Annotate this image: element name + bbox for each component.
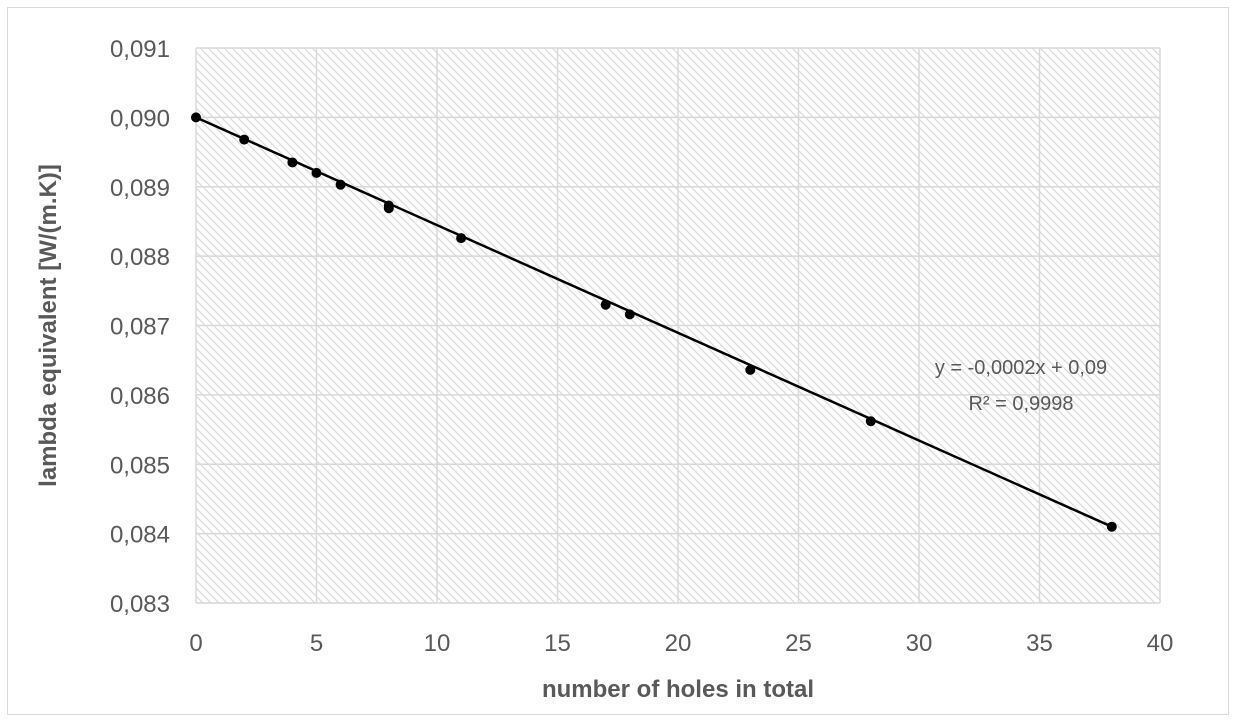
tick-labels: 0,083 0,084 0,085 0,086 0,087 0,088 0,089 0,090… bbox=[110, 36, 1173, 657]
data-point bbox=[191, 112, 201, 123]
trend-line bbox=[195, 116, 1113, 528]
x-axis-title: number of holes in total bbox=[542, 676, 814, 703]
grid-lines bbox=[195, 47, 1161, 604]
trendline-equation: y = -0,0002x + 0,09 bbox=[935, 357, 1107, 379]
y-tick-label: 0,087 bbox=[110, 314, 170, 341]
data-point bbox=[600, 299, 611, 310]
x-tick-label: 20 bbox=[665, 630, 692, 657]
y-tick-label: 0,084 bbox=[110, 522, 170, 549]
x-tick-label: 40 bbox=[1147, 630, 1174, 657]
trendline-r-squared: R² = 0,9998 bbox=[968, 393, 1073, 415]
data-point bbox=[1106, 521, 1117, 532]
y-tick-label: 0,089 bbox=[110, 175, 170, 202]
data-point bbox=[383, 203, 394, 214]
data-points bbox=[191, 112, 1117, 532]
data-point bbox=[287, 157, 298, 168]
y-tick-label: 0,086 bbox=[110, 383, 170, 410]
y-tick-label: 0,085 bbox=[110, 452, 170, 479]
x-tick-label: 30 bbox=[906, 630, 933, 657]
y-tick-label: 0,088 bbox=[110, 244, 170, 271]
x-tick-label: 35 bbox=[1026, 630, 1053, 657]
data-point bbox=[239, 134, 250, 145]
data-point bbox=[865, 416, 876, 427]
x-tick-label: 15 bbox=[544, 630, 571, 657]
y-tick-label: 0,083 bbox=[110, 591, 170, 618]
x-tick-label: 10 bbox=[424, 630, 451, 657]
data-point bbox=[745, 364, 756, 375]
data-point bbox=[456, 233, 467, 244]
x-tick-label: 25 bbox=[785, 630, 812, 657]
data-point bbox=[624, 309, 635, 320]
y-tick-label: 0,091 bbox=[110, 36, 170, 63]
data-point bbox=[335, 179, 346, 190]
y-axis-title: lambda equivalent [W/(m.K)] bbox=[35, 164, 62, 487]
y-tick-label: 0,090 bbox=[110, 105, 170, 132]
x-tick-label: 5 bbox=[310, 630, 323, 657]
x-tick-label: 0 bbox=[189, 630, 202, 657]
data-point bbox=[311, 167, 322, 178]
